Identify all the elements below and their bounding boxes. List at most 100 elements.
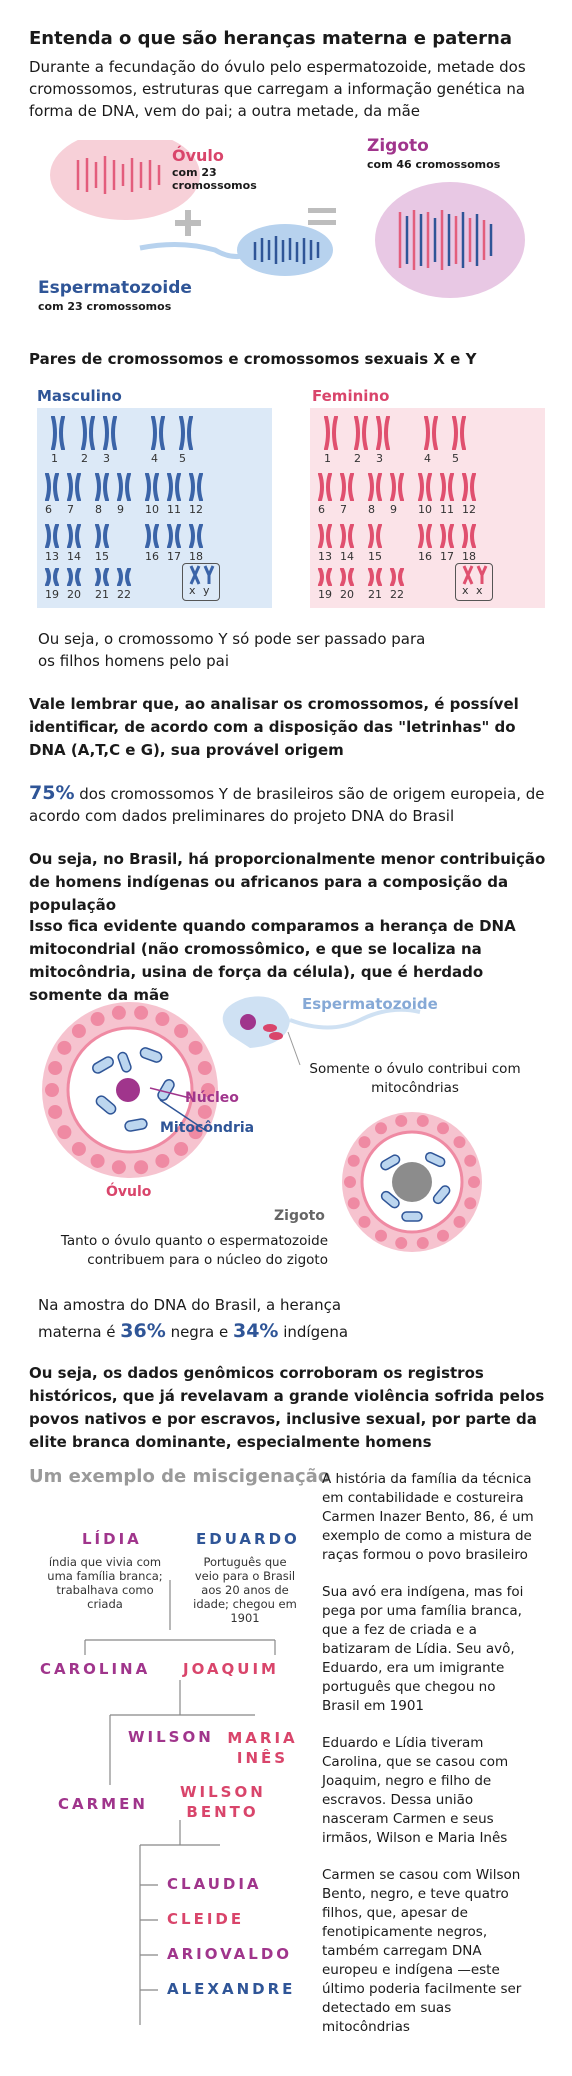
tree-joaquim: JOAQUIM: [183, 1660, 279, 1678]
chromosome-number-11: 11: [440, 503, 454, 516]
chromosome-pair-17: [167, 524, 181, 548]
chromosome-number-11: 11: [167, 503, 181, 516]
chromosome-number-1: 1: [51, 452, 58, 465]
chromosome-pair-10: [145, 473, 159, 501]
tree-carolina: CAROLINA: [40, 1660, 151, 1678]
intro-text: Durante a fecundação do óvulo pelo esper…: [29, 58, 526, 120]
ovulo-cell: [42, 1002, 218, 1178]
chromosome-number-10: 10: [418, 503, 432, 516]
zigoto-chromosomes: [398, 210, 493, 270]
chromosome-number-5: 5: [179, 452, 186, 465]
chromosome-number-15: 15: [95, 550, 109, 563]
tree-maria-ines: MARIA INÊS: [227, 1729, 298, 1767]
chromosome-number-1: 1: [324, 452, 331, 465]
chromosome-number-10: 10: [145, 503, 159, 516]
masculino-label: Masculino: [37, 387, 122, 405]
chromosome-pair-22: [117, 568, 131, 586]
tree-eduardo-desc: Português que veio para o Brasil aos 20 …: [193, 1555, 297, 1625]
chromosome-number-20: 20: [67, 588, 81, 601]
chromosome-pair-10: [418, 473, 432, 501]
chromosome-pair-20: [340, 568, 354, 586]
chromosome-pair-8: [368, 473, 382, 501]
chromosome-pair-18: [189, 524, 203, 548]
stat-75: 75% dos cromossomos Y de brasileiros são…: [29, 782, 549, 827]
chromosome-pair-2: [81, 416, 95, 450]
chromosome-pair-3: [103, 416, 117, 450]
chromosome-pair-3: [376, 416, 390, 450]
family-tree-lines: [84, 1580, 276, 2025]
remember-text: Vale lembrar que, ao analisar os cromoss…: [29, 695, 519, 759]
female-sex-chromosomes: x x: [455, 563, 493, 601]
chromosome-pair-4: [424, 416, 438, 450]
chromosome-pair-21: [95, 568, 109, 586]
chromosome-pair-5: [179, 416, 193, 450]
maternal-36: 36%: [120, 1320, 166, 1342]
esperma-chromosomes: [253, 236, 320, 264]
maternal-post: indígena: [283, 1323, 349, 1341]
plus-sign: [175, 210, 201, 236]
y-chromosome-note: Ou seja, o cromossomo Y só pode ser pass…: [38, 630, 426, 670]
esperma-head: [237, 224, 333, 276]
chromosome-pair-6: [318, 473, 332, 501]
chromosome-pair-12: [189, 473, 203, 501]
chromosome-pair-1: [324, 416, 338, 450]
tree-child-alexandre: ALEXANDRE: [167, 1980, 296, 1998]
esperma-title: Espermatozoide: [38, 278, 192, 298]
chromosome-number-20: 20: [340, 588, 354, 601]
fertilization-diagram: [50, 140, 525, 298]
chromosome-pair-11: [167, 473, 181, 501]
chromosome-pair-11: [440, 473, 454, 501]
maternal-mid: negra e: [170, 1323, 229, 1341]
chromosome-number-17: 17: [167, 550, 181, 563]
tree-wilson-bento: WILSON BENTO: [180, 1783, 266, 1821]
chromosome-number-17: 17: [440, 550, 454, 563]
both-contribute-note: Tanto o óvulo quanto o espermatozoide co…: [60, 1233, 328, 1268]
mitochondria-intro: Isso fica evidente quando comparamos a h…: [29, 917, 516, 1004]
chromosome-pair-18: [462, 524, 476, 548]
chromosome-number-4: 4: [424, 452, 431, 465]
chromosome-pair-12: [462, 473, 476, 501]
chromosome-number-6: 6: [318, 503, 325, 516]
stat-75-value: 75%: [29, 782, 75, 804]
chromosome-pair-5: [452, 416, 466, 450]
less-contribution-text: Ou seja, no Brasil, há proporcionalmente…: [29, 850, 546, 914]
chromosome-number-15: 15: [368, 550, 382, 563]
tree-child-ariovaldo: ARIOVALDO: [167, 1945, 293, 1963]
chromosome-number-19: 19: [45, 588, 59, 601]
story-paragraph-2: Sua avó era indígena, mas foi pega por u…: [322, 1584, 524, 1714]
cell-esperma-label: Espermatozoide: [302, 995, 438, 1013]
pairs-title: Pares de cromossomos e cromossomos sexua…: [29, 350, 477, 368]
zigoto-subtitle: com 46 cromossomos: [367, 158, 501, 171]
tree-wilson: WILSON: [128, 1728, 214, 1746]
chromosome-number-22: 22: [117, 588, 131, 601]
zigoto-cell: [342, 1112, 482, 1252]
chromosome-number-7: 7: [67, 503, 74, 516]
chromosome-pair-15: [368, 524, 382, 548]
nucleo-dot: [116, 1078, 140, 1102]
chromosome-number-2: 2: [81, 452, 88, 465]
cell-diagram: [42, 996, 482, 1252]
chromosome-number-9: 9: [117, 503, 124, 516]
chromosome-pair-2: [354, 416, 368, 450]
zigoto-title: Zigoto: [367, 136, 429, 156]
chromosome-number-14: 14: [67, 550, 81, 563]
chromosome-pair-21: [368, 568, 382, 586]
chromosome-number-8: 8: [95, 503, 102, 516]
chromosome-number-12: 12: [189, 503, 203, 516]
chromosome-pair-20: [67, 568, 81, 586]
ovulo-title: Óvulo: [172, 146, 224, 165]
equals-sign: [308, 208, 336, 225]
chromosome-pair-9: [390, 473, 404, 501]
cell-ovulo-label: Óvulo: [106, 1184, 152, 1200]
tree-lidia-desc: índia que vivia com uma família branca; …: [47, 1555, 163, 1611]
chromosome-number-21: 21: [95, 588, 109, 601]
chromosome-number-9: 9: [390, 503, 397, 516]
chromosome-number-14: 14: [340, 550, 354, 563]
chromosome-number-18: 18: [189, 550, 203, 563]
conclusion-text: Ou seja, os dados genômicos corroboram o…: [29, 1364, 545, 1451]
chromosome-pair-19: [45, 568, 59, 586]
esperma-subtitle: com 23 cromossomos: [38, 300, 172, 313]
cell-zigoto-label: Zigoto: [274, 1208, 325, 1224]
chromosome-pair-13: [318, 524, 332, 548]
ovulo-subtitle: com 23 cromossomos: [172, 166, 257, 192]
